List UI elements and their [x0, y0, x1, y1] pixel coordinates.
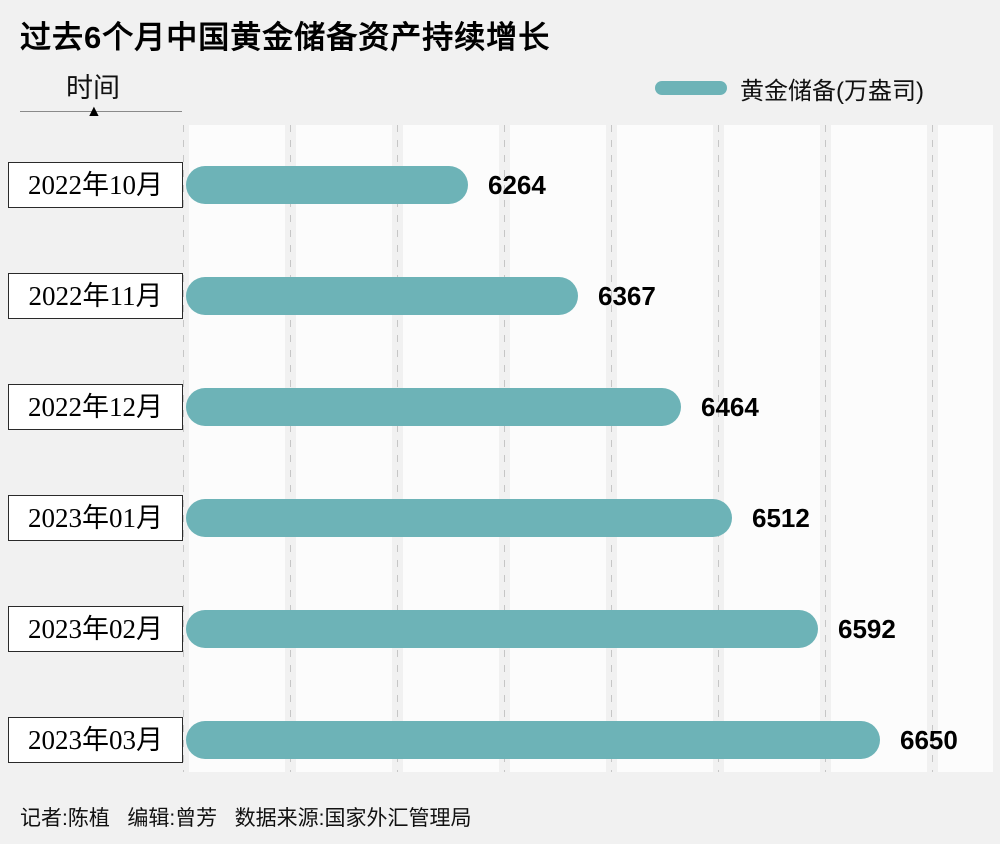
axis-line	[20, 111, 182, 112]
value-label: 6592	[838, 614, 896, 644]
category-label: 2023年01月	[8, 495, 183, 541]
plot-area	[183, 125, 993, 772]
category-label: 2022年12月	[8, 384, 183, 430]
value-label: 6464	[701, 392, 759, 422]
bar-row: 2022年11月 6367	[0, 273, 1000, 319]
bar	[186, 277, 578, 315]
bar	[186, 610, 818, 648]
value-label: 6650	[900, 725, 958, 755]
value-label: 6264	[488, 170, 546, 200]
legend: 黄金储备(万盎司)	[655, 74, 924, 105]
bar	[186, 721, 880, 759]
category-label: 2022年11月	[8, 273, 183, 319]
bar-row: 2022年12月 6464	[0, 384, 1000, 430]
legend-swatch	[655, 81, 727, 95]
value-label: 6512	[752, 503, 810, 533]
y-axis-label: 时间	[66, 73, 120, 103]
bar	[186, 388, 681, 426]
gridline	[820, 125, 831, 772]
gridline	[392, 125, 403, 772]
bar-row: 2023年01月 6512	[0, 495, 1000, 541]
bar-row: 2022年10月 6264	[0, 162, 1000, 208]
gridline	[178, 125, 189, 772]
gridline	[927, 125, 938, 772]
category-label: 2023年02月	[8, 606, 183, 652]
category-label: 2023年03月	[8, 717, 183, 763]
gridline	[285, 125, 296, 772]
axis-arrow-icon: ▲	[86, 103, 102, 120]
gridline	[713, 125, 724, 772]
chart-title: 过去6个月中国黄金储备资产持续增长	[20, 20, 551, 55]
legend-label: 黄金储备(万盎司)	[740, 77, 924, 105]
category-label: 2022年10月	[8, 162, 183, 208]
gridline	[606, 125, 617, 772]
gridline	[499, 125, 510, 772]
credits-footer: 记者:陈植 编辑:曾芳 数据来源:国家外汇管理局	[20, 807, 472, 830]
bar-row: 2023年03月 6650	[0, 717, 1000, 763]
bar	[186, 499, 732, 537]
bar	[186, 166, 468, 204]
bar-row: 2023年02月 6592	[0, 606, 1000, 652]
value-label: 6367	[598, 281, 656, 311]
